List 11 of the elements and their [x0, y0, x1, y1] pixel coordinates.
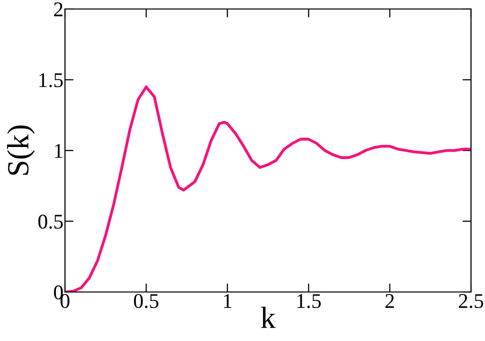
x-tick-label: 2.5: [458, 294, 484, 308]
y-tick-label: 1.5: [39, 73, 63, 88]
x-axis-title: k: [260, 306, 276, 328]
y-axis-title: S(k): [7, 126, 35, 175]
y-tick-label: 2: [54, 2, 62, 16]
y-tick-label: 1: [55, 144, 62, 158]
x-tick-label: 1: [224, 294, 232, 308]
y-tick-label: 0.5: [38, 214, 63, 229]
x-tick-label: 0.5: [134, 294, 158, 308]
x-tick-label: 1.5: [297, 294, 321, 308]
x-tick-label: 2: [386, 294, 394, 308]
